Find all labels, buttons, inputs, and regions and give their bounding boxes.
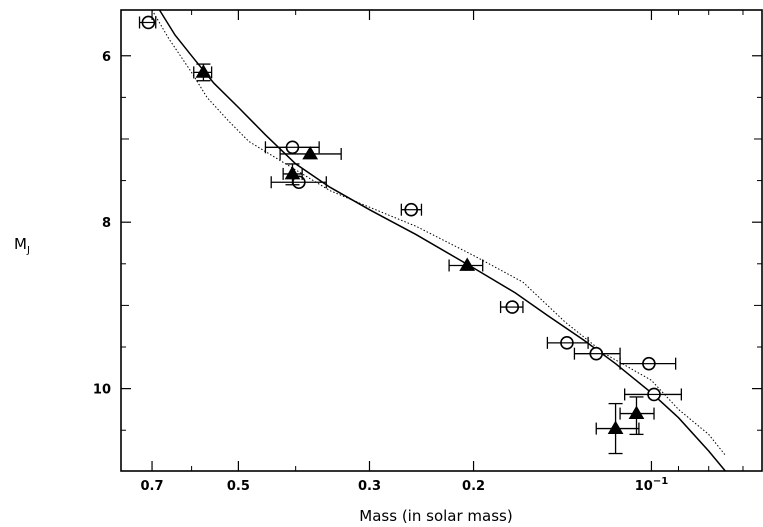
y-tick-label: 10	[93, 383, 111, 398]
y-axis-label-subscript: J	[26, 245, 30, 256]
x-axis-label: Mass (in solar mass)	[359, 507, 512, 525]
x-tick-label: 0.3	[358, 479, 381, 494]
plot-frame	[120, 9, 763, 472]
circle-data-point	[573, 346, 621, 361]
triangle-marker	[284, 165, 301, 180]
circle-data-point	[400, 202, 423, 217]
triangle-marker	[195, 64, 212, 78]
triangle-data-point	[282, 163, 303, 186]
triangle-data-point	[193, 63, 213, 82]
triangle-marker	[459, 257, 476, 271]
triangle-data-point	[595, 402, 640, 455]
circle-data-point	[499, 300, 524, 314]
triangle-data-point	[279, 145, 342, 160]
x-axis-ticks: 0.7 0.5 0.3 0.2 10−1	[141, 10, 744, 494]
x-tick-label: 10−1	[635, 476, 668, 494]
y-axis-label: MJ	[14, 235, 30, 256]
circle-data-point	[619, 356, 677, 371]
triangle-marker	[628, 405, 645, 419]
curves-layer	[151, 9, 726, 472]
y-axis-label-main: M	[14, 235, 27, 253]
triangle-marker	[302, 145, 319, 160]
circle-data-point	[546, 336, 589, 350]
y-tick-label: 6	[102, 50, 111, 65]
solid-model-curve	[158, 9, 726, 472]
triangle-data-point	[448, 257, 484, 272]
x-tick-label: 0.2	[462, 479, 485, 494]
circle-data-point	[624, 387, 683, 402]
circle-data-point	[264, 140, 320, 155]
points-layer	[138, 15, 683, 455]
circle-data-point	[138, 15, 157, 30]
x-tick-label: 0.7	[141, 479, 164, 494]
dotted-model-curve	[151, 9, 726, 456]
y-axis-ticks: 6 8 10	[93, 50, 762, 431]
x-tick-label: 0.5	[227, 479, 250, 494]
triangle-marker	[607, 420, 624, 434]
y-tick-label: 8	[102, 216, 111, 231]
